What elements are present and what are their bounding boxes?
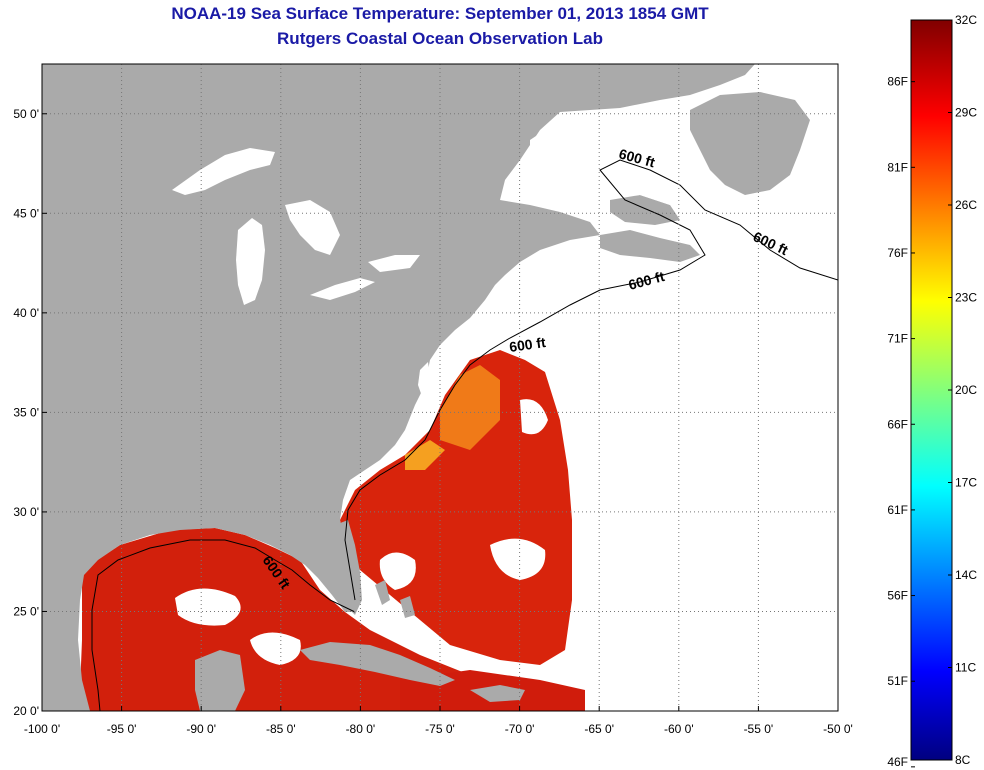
lat-tick-label: 50 0' [13, 107, 39, 121]
lon-tick-label: -85 0' [266, 722, 296, 736]
lat-tick-label: 20 0' [13, 704, 39, 718]
colorbar-fahrenheit-label: 61F [887, 503, 908, 517]
colorbar-fahrenheit-label: 56F [887, 589, 908, 603]
colorbar-fahrenheit-label: 81F [887, 160, 908, 174]
colorbar-celsius-label: 14C [955, 568, 977, 582]
lon-tick-label: -75 0' [425, 722, 455, 736]
lat-tick-label: 40 0' [13, 306, 39, 320]
map-title: NOAA-19 Sea Surface Temperature: Septemb… [171, 4, 709, 23]
lon-tick-label: -65 0' [584, 722, 614, 736]
axis-ticks: -100 0' -95 0' -90 0' -85 0' -80 0' -75 0' -70… [13, 107, 852, 736]
600ft-contour-line [344, 159, 838, 601]
lat-tick-label: 30 0' [13, 505, 39, 519]
inland-waters [172, 105, 700, 405]
contour-label: 600 ft [508, 334, 547, 355]
colorbar-fahrenheit-label: 71F [887, 332, 908, 346]
colorbar-celsius-label: 11C [955, 661, 976, 675]
lon-tick-label: -70 0' [505, 722, 535, 736]
lon-tick-label: -60 0' [664, 722, 694, 736]
lon-tick-label: -80 0' [346, 722, 376, 736]
lat-tick-label: 25 0' [13, 604, 39, 618]
colorbar-celsius-label: 32C [955, 13, 977, 27]
lon-tick-label: -55 0' [744, 722, 774, 736]
lon-tick-label: -95 0' [107, 722, 137, 736]
lat-tick-label: 35 0' [13, 405, 39, 419]
colorbar-celsius-label: 23C [955, 291, 977, 305]
graticule [42, 64, 838, 711]
lon-tick-label: -100 0' [24, 722, 60, 736]
land-layer [42, 64, 810, 711]
colorbar-celsius-label: 20C [955, 383, 977, 397]
lon-tick-label: -90 0' [186, 722, 216, 736]
colorbar [910, 19, 953, 761]
colorbar-celsius-label: 8C [955, 753, 971, 767]
map-subtitle: Rutgers Coastal Ocean Observation Lab [277, 29, 603, 48]
lon-tick-label: -50 0' [823, 722, 853, 736]
colorbar-celsius-label: 26C [955, 198, 977, 212]
land-north-america [42, 64, 755, 711]
colorbar-celsius-label: 29C [955, 106, 977, 120]
colorbar-fahrenheit-label: 76F [887, 246, 908, 260]
colorbar-fahrenheit-label: 51F [887, 674, 908, 688]
colorbar-fahrenheit-label: 66F [887, 417, 908, 431]
colorbar-fahrenheit-label: 86F [887, 75, 908, 89]
colorbar-celsius-label: 17C [955, 476, 977, 490]
lat-tick-label: 45 0' [13, 206, 39, 220]
colorbar-fahrenheit-label: 46F [887, 755, 908, 769]
colorbar-labels: 32C 29C 26C 23C 20C 17C 14C 11C 8C 86F 81F 76F 71F 66… [887, 13, 977, 769]
